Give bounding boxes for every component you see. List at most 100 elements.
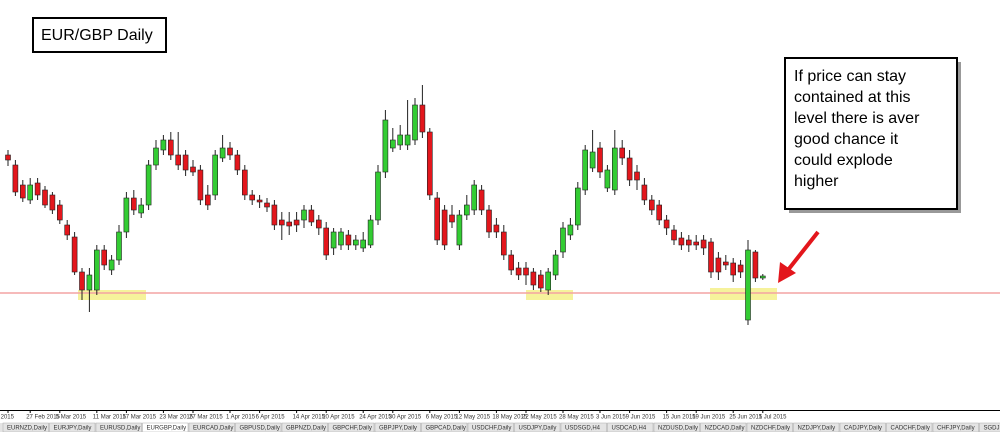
candle-body bbox=[493, 224, 500, 233]
tab[interactable] bbox=[467, 422, 514, 432]
tab-label[interactable]: CADCHF,Daily bbox=[891, 426, 930, 432]
callout-line: If price can stay bbox=[794, 68, 906, 85]
tab-label[interactable]: GBPCHF,Daily bbox=[333, 426, 372, 432]
x-tick-label: 22 May 2015 bbox=[522, 415, 557, 421]
tab[interactable] bbox=[514, 422, 561, 432]
highlight bbox=[78, 290, 146, 300]
candle-body bbox=[79, 271, 85, 291]
candle-body bbox=[426, 131, 433, 196]
tab[interactable] bbox=[49, 422, 96, 432]
x-tick-label: 24 Apr 2015 bbox=[359, 415, 392, 421]
tab-label[interactable]: EURJPY,Daily bbox=[54, 426, 92, 432]
candle-body bbox=[404, 134, 411, 146]
tab[interactable] bbox=[2, 422, 49, 432]
candle-body bbox=[145, 164, 152, 206]
candle-body bbox=[175, 154, 181, 166]
tab[interactable] bbox=[932, 422, 979, 432]
candle-body bbox=[574, 187, 581, 226]
tab-label[interactable]: EURGBP,Daily bbox=[147, 426, 187, 432]
tab-label[interactable]: USDJPY,Daily bbox=[519, 426, 557, 432]
candle-body bbox=[286, 221, 293, 227]
candle-body bbox=[34, 182, 41, 196]
candle-body bbox=[138, 204, 144, 214]
candle-body bbox=[375, 171, 381, 221]
candle-body bbox=[589, 151, 596, 169]
candle-body bbox=[278, 219, 285, 226]
tab-label[interactable]: NZDJPY,Daily bbox=[798, 426, 836, 432]
tab-label[interactable]: CADJPY,Daily bbox=[844, 426, 882, 432]
candle-body bbox=[560, 227, 566, 253]
x-tick-label: 14 Apr 2015 bbox=[293, 415, 326, 421]
candle-body bbox=[552, 254, 559, 276]
tab[interactable] bbox=[746, 422, 793, 432]
candle-body bbox=[752, 251, 759, 279]
candle-body bbox=[315, 219, 322, 229]
candle-body bbox=[597, 147, 603, 173]
tab[interactable] bbox=[653, 422, 700, 432]
x-tick-label: 15 Jun 2015 bbox=[663, 415, 697, 421]
tab[interactable] bbox=[95, 422, 142, 432]
candle-body bbox=[463, 204, 470, 216]
candle-body bbox=[19, 184, 26, 199]
highlight-zones bbox=[78, 288, 777, 300]
tab-label[interactable]: SGDJPY,Daily bbox=[984, 426, 1000, 432]
tab-label[interactable]: GBPUSD,Daily bbox=[240, 426, 280, 432]
tab[interactable] bbox=[421, 422, 468, 432]
tab-label[interactable]: NZDCAD,Daily bbox=[705, 426, 745, 432]
tab-label[interactable]: GBPCAD,Daily bbox=[426, 426, 466, 432]
tab-label[interactable]: NZDCHF,Daily bbox=[751, 426, 790, 432]
tab-label[interactable]: GBPJPY,Daily bbox=[379, 426, 417, 432]
tab[interactable] bbox=[328, 422, 375, 432]
candle-body bbox=[737, 264, 744, 273]
x-tick-label: 3 Jun 2015 bbox=[596, 415, 626, 421]
tab[interactable] bbox=[607, 422, 654, 432]
candle-body bbox=[537, 274, 544, 289]
candle-body bbox=[471, 184, 478, 211]
candle-body bbox=[389, 139, 396, 149]
candle-body bbox=[116, 231, 122, 261]
tab-label[interactable]: NZDUSD,Daily bbox=[658, 426, 698, 432]
candle-body bbox=[131, 197, 137, 211]
callout-line: good chance it bbox=[794, 131, 899, 148]
candle-body bbox=[71, 236, 78, 273]
tab-label[interactable]: EURNZD,Daily bbox=[7, 426, 47, 432]
candle-body bbox=[441, 209, 448, 246]
x-tick-label: 28 May 2015 bbox=[559, 415, 594, 421]
tab[interactable] bbox=[142, 422, 189, 432]
tab[interactable] bbox=[281, 422, 328, 432]
candle-body bbox=[722, 261, 729, 266]
x-tick-label: 1 Jul 2015 bbox=[759, 415, 787, 421]
tab[interactable] bbox=[188, 422, 235, 432]
tab[interactable] bbox=[560, 422, 607, 432]
candle-body bbox=[168, 139, 174, 156]
candle-body bbox=[242, 169, 248, 196]
tab[interactable] bbox=[374, 422, 421, 432]
tab[interactable] bbox=[793, 422, 840, 432]
x-tick-label: eb 2015 bbox=[0, 415, 15, 421]
tab[interactable] bbox=[235, 422, 282, 432]
tab[interactable] bbox=[979, 422, 1000, 432]
candle-body bbox=[671, 229, 677, 241]
tab[interactable] bbox=[839, 422, 886, 432]
tab-label[interactable]: USDSGD,H4 bbox=[565, 426, 601, 432]
candle-body bbox=[486, 209, 492, 233]
candle-body bbox=[271, 204, 278, 226]
candle-body bbox=[434, 197, 441, 241]
tab-label[interactable]: CHFJPY,Daily bbox=[937, 426, 975, 432]
candle-body bbox=[715, 257, 722, 273]
x-tick-label: 18 May 2015 bbox=[492, 415, 527, 421]
tab-label[interactable]: USDCAD,H4 bbox=[612, 426, 647, 432]
tab-label[interactable]: USDCHF,Daily bbox=[472, 426, 511, 432]
tab[interactable] bbox=[886, 422, 933, 432]
tab[interactable] bbox=[700, 422, 747, 432]
tab-label[interactable]: EURUSD,Daily bbox=[100, 426, 140, 432]
candle-body bbox=[693, 241, 700, 246]
chart-title: EUR/GBP Daily bbox=[41, 27, 153, 44]
candle-body bbox=[508, 254, 515, 271]
tab-label[interactable]: GBPNZD,Daily bbox=[286, 426, 326, 432]
candle-body bbox=[330, 231, 337, 249]
tab-label[interactable]: EURCAD,Daily bbox=[193, 426, 233, 432]
callout-line: could explode bbox=[794, 152, 893, 169]
x-tick-label: 1 Apr 2015 bbox=[226, 415, 256, 421]
callout-box bbox=[784, 57, 958, 210]
